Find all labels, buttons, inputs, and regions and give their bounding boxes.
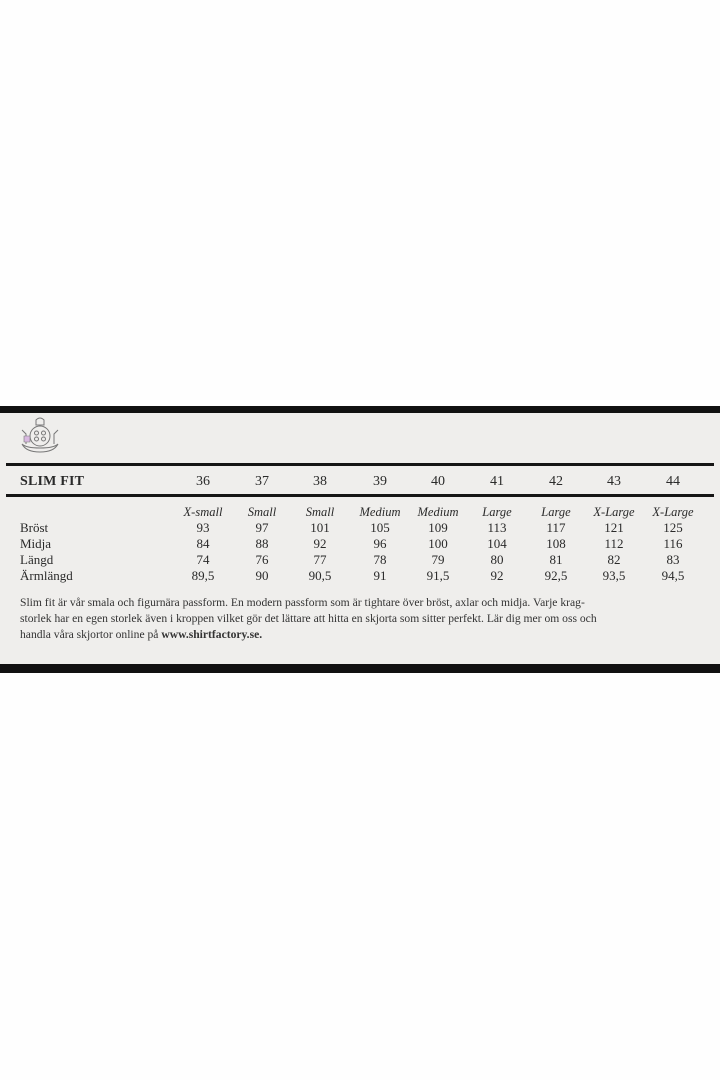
- measurement-cell: 81: [549, 552, 563, 567]
- size-header: 42: [549, 474, 563, 489]
- measurement-cell: 125: [663, 520, 683, 535]
- measurement-cell: 92: [490, 568, 504, 583]
- size-name: Small: [305, 505, 335, 519]
- measurement-cell: 121: [604, 520, 624, 535]
- description-line: storlek har en egen storlek även i kropp…: [20, 612, 597, 625]
- measurement-cell: 94,5: [661, 568, 685, 583]
- description-line: Slim fit är vår smala och figurnära pass…: [20, 596, 585, 609]
- size-name: X-Large: [593, 505, 635, 519]
- size-header: 43: [607, 474, 621, 489]
- measurement-cell: 101: [310, 520, 330, 535]
- size-name: Medium: [359, 505, 401, 519]
- crest-logo-icon: [21, 417, 59, 453]
- size-name: X-Large: [652, 505, 694, 519]
- measurement-cell: 97: [255, 520, 269, 535]
- description-text: handla våra skjortor online på: [20, 628, 162, 641]
- size-name: Large: [482, 505, 512, 519]
- measurement-cell: 108: [546, 536, 566, 551]
- description-paragraph: Slim fit är vår smala och figurnära pass…: [20, 595, 720, 643]
- measurement-cell: 92: [313, 536, 327, 551]
- size-header: 39: [373, 474, 387, 489]
- row-label: Bröst: [20, 520, 49, 535]
- measurement-cell: 113: [487, 520, 507, 535]
- measurement-cell: 78: [373, 552, 387, 567]
- size-header: 37: [255, 474, 269, 489]
- row-label: Ärmlängd: [20, 568, 73, 583]
- measurement-cell: 91,5: [426, 568, 450, 583]
- measurement-cell: 92,5: [544, 568, 568, 583]
- measurement-cell: 80: [490, 552, 504, 567]
- size-header: 41: [490, 474, 504, 489]
- size-header: 44: [666, 474, 680, 489]
- top-border: [0, 406, 720, 414]
- measurement-cell: 89,5: [191, 568, 215, 583]
- size-name: Medium: [417, 505, 459, 519]
- measurement-cell: 100: [428, 536, 448, 551]
- measurement-cell: 112: [604, 536, 624, 551]
- measurement-cell: 88: [255, 536, 269, 551]
- row-label: Midja: [20, 536, 52, 551]
- measurement-cell: 82: [607, 552, 621, 567]
- size-name: Large: [541, 505, 571, 519]
- header-bottom-rule: [6, 494, 714, 497]
- size-header: 38: [313, 474, 327, 489]
- measurement-cell: 77: [313, 552, 327, 567]
- measurement-cell: 84: [196, 536, 210, 551]
- measurement-cell: 104: [487, 536, 507, 551]
- measurement-cell: 76: [255, 552, 269, 567]
- measurement-cell: 90,5: [308, 568, 332, 583]
- measurement-cell: 109: [428, 520, 448, 535]
- size-chart-panel: [0, 413, 720, 665]
- size-header: 36: [196, 474, 210, 489]
- size-header: 40: [431, 474, 445, 489]
- measurement-cell: 105: [370, 520, 390, 535]
- row-label: Längd: [20, 552, 54, 567]
- measurement-cell: 79: [431, 552, 445, 567]
- measurement-cell: 117: [546, 520, 566, 535]
- measurement-cell: 90: [255, 568, 269, 583]
- chart-title: SLIM FIT: [20, 474, 85, 489]
- measurement-cell: 116: [663, 536, 683, 551]
- header-top-rule: [6, 463, 714, 466]
- measurement-cell: 96: [373, 536, 387, 551]
- measurement-cell: 93: [196, 520, 210, 535]
- measurement-cell: 74: [196, 552, 210, 567]
- measurement-cell: 91: [373, 568, 387, 583]
- measurement-cell: 83: [666, 552, 680, 567]
- website-link[interactable]: www.shirtfactory.se.: [161, 628, 263, 641]
- measurement-cell: 93,5: [602, 568, 626, 583]
- description-line: handla våra skjortor online på www.shirt…: [20, 627, 720, 643]
- bottom-border: [0, 664, 720, 673]
- size-name: X-small: [183, 505, 223, 519]
- size-name: Small: [247, 505, 277, 519]
